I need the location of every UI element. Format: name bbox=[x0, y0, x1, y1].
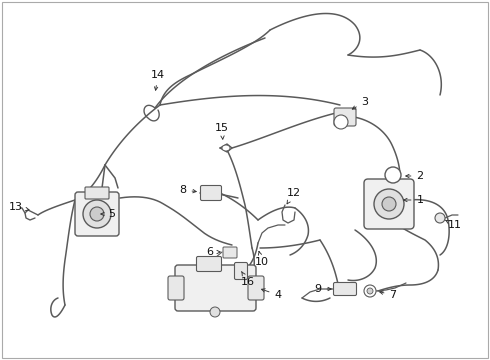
FancyBboxPatch shape bbox=[334, 283, 357, 296]
Circle shape bbox=[385, 167, 401, 183]
Text: 3: 3 bbox=[352, 97, 368, 109]
Text: 12: 12 bbox=[287, 188, 301, 204]
FancyBboxPatch shape bbox=[200, 185, 221, 201]
FancyBboxPatch shape bbox=[248, 276, 264, 300]
FancyBboxPatch shape bbox=[85, 187, 109, 199]
Text: 15: 15 bbox=[215, 123, 229, 139]
Circle shape bbox=[367, 288, 373, 294]
Text: 4: 4 bbox=[262, 289, 282, 300]
Text: 2: 2 bbox=[406, 171, 423, 181]
Text: 8: 8 bbox=[179, 185, 196, 195]
Circle shape bbox=[382, 197, 396, 211]
Text: 7: 7 bbox=[380, 290, 396, 300]
Circle shape bbox=[210, 307, 220, 317]
FancyBboxPatch shape bbox=[334, 108, 356, 126]
Text: 9: 9 bbox=[315, 284, 331, 294]
Circle shape bbox=[374, 189, 404, 219]
FancyBboxPatch shape bbox=[168, 276, 184, 300]
Text: 5: 5 bbox=[101, 209, 116, 219]
Text: 1: 1 bbox=[404, 195, 423, 205]
Circle shape bbox=[364, 285, 376, 297]
Text: 11: 11 bbox=[445, 220, 462, 230]
FancyBboxPatch shape bbox=[75, 192, 119, 236]
Text: 10: 10 bbox=[255, 251, 269, 267]
Ellipse shape bbox=[222, 145, 230, 151]
FancyBboxPatch shape bbox=[223, 247, 237, 258]
Text: 16: 16 bbox=[241, 272, 255, 287]
Text: 6: 6 bbox=[206, 247, 220, 257]
Text: 14: 14 bbox=[151, 70, 165, 90]
Circle shape bbox=[435, 213, 445, 223]
Circle shape bbox=[334, 115, 348, 129]
Circle shape bbox=[83, 200, 111, 228]
Text: 13: 13 bbox=[9, 202, 29, 212]
FancyBboxPatch shape bbox=[196, 256, 221, 271]
FancyBboxPatch shape bbox=[175, 265, 256, 311]
FancyBboxPatch shape bbox=[364, 179, 414, 229]
Circle shape bbox=[90, 207, 104, 221]
FancyBboxPatch shape bbox=[235, 262, 247, 279]
